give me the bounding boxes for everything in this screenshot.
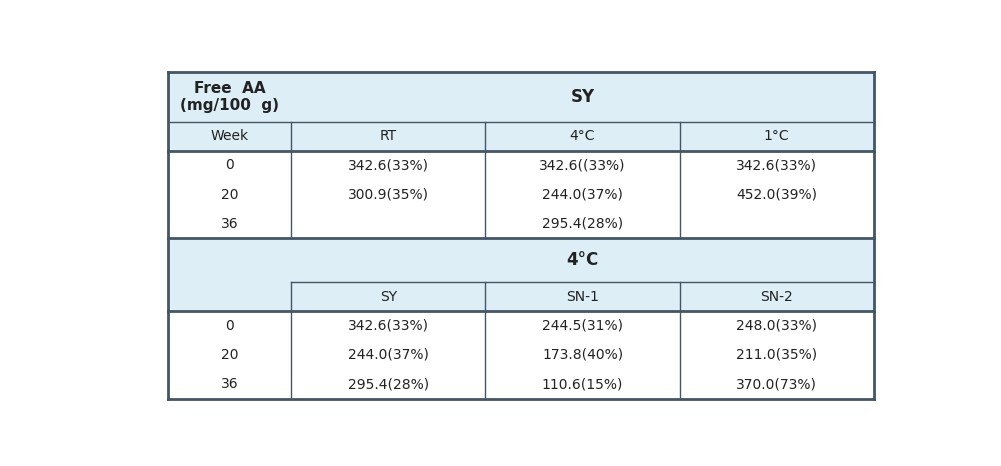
Bar (168, 282, 874, 311)
Bar (168, 151, 874, 180)
Text: 244.0(37%): 244.0(37%) (348, 348, 428, 362)
Bar (168, 370, 874, 398)
Text: RT: RT (379, 129, 397, 143)
Text: 342.6(33%): 342.6(33%) (348, 158, 428, 172)
Text: SN-2: SN-2 (761, 289, 793, 303)
Text: 20: 20 (221, 187, 238, 201)
Bar (168, 209, 874, 238)
Text: 248.0(33%): 248.0(33%) (736, 319, 817, 333)
Text: 36: 36 (221, 217, 238, 231)
Text: 244.5(31%): 244.5(31%) (542, 319, 623, 333)
Text: 295.4(28%): 295.4(28%) (347, 377, 429, 391)
Text: SN-1: SN-1 (567, 289, 599, 303)
Text: 370.0(73%): 370.0(73%) (737, 377, 817, 391)
Text: 300.9(35%): 300.9(35%) (348, 187, 428, 201)
Text: 36: 36 (221, 377, 238, 391)
Text: Week: Week (210, 129, 248, 143)
Text: 20: 20 (221, 348, 238, 362)
Text: 1°C: 1°C (764, 129, 790, 143)
Text: 244.0(37%): 244.0(37%) (543, 187, 623, 201)
Text: SY: SY (379, 289, 397, 303)
Text: SY: SY (571, 88, 595, 106)
Text: 211.0(35%): 211.0(35%) (736, 348, 817, 362)
Bar (168, 72, 874, 122)
Bar (168, 238, 874, 282)
Text: 0: 0 (225, 158, 234, 172)
Text: 4°C: 4°C (567, 251, 599, 269)
Text: 173.8(40%): 173.8(40%) (542, 348, 623, 362)
Text: 452.0(39%): 452.0(39%) (736, 187, 817, 201)
Text: 342.6((33%): 342.6((33%) (540, 158, 626, 172)
Bar (168, 180, 874, 209)
Bar (168, 122, 874, 151)
Text: Free  AA
(mg/100  g): Free AA (mg/100 g) (180, 81, 279, 113)
Bar (168, 311, 874, 340)
Text: 0: 0 (225, 319, 234, 333)
Text: 342.6(33%): 342.6(33%) (736, 158, 817, 172)
Text: 342.6(33%): 342.6(33%) (348, 319, 428, 333)
Text: 4°C: 4°C (570, 129, 596, 143)
Bar (168, 340, 874, 370)
Text: 110.6(15%): 110.6(15%) (542, 377, 624, 391)
Text: 295.4(28%): 295.4(28%) (542, 217, 623, 231)
